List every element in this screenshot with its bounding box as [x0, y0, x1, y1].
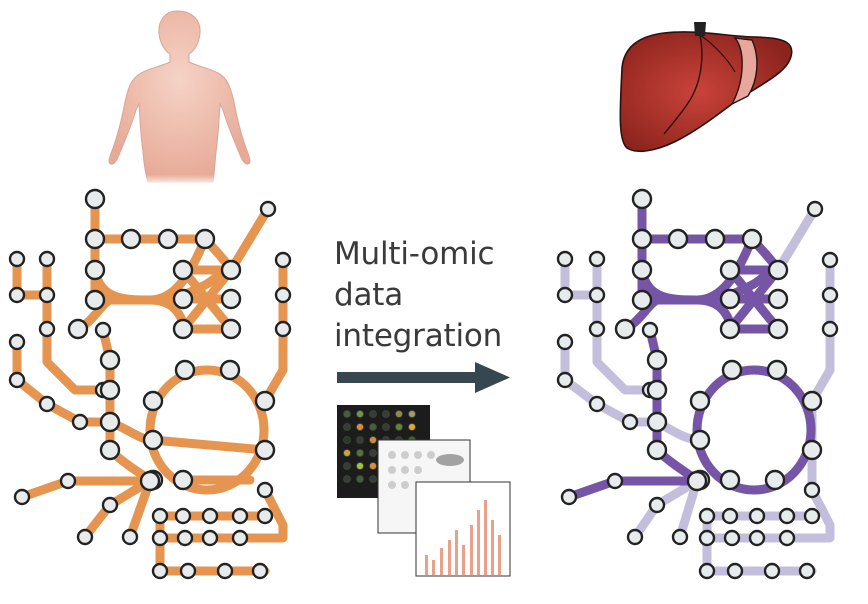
caption-line-1: Multi-omic [334, 236, 495, 272]
caption-text: Multi-omic data integration [334, 234, 534, 357]
caption-line-2: data [334, 277, 404, 313]
caption-line-3: integration [334, 318, 503, 354]
human-body-icon [100, 10, 260, 186]
data-heatmap-panels-icon [337, 405, 511, 577]
tissue-specific-network [556, 188, 839, 580]
right-arrow-icon [337, 362, 510, 393]
generic-metabolic-network [8, 188, 292, 580]
liver-organ-icon [619, 22, 793, 153]
